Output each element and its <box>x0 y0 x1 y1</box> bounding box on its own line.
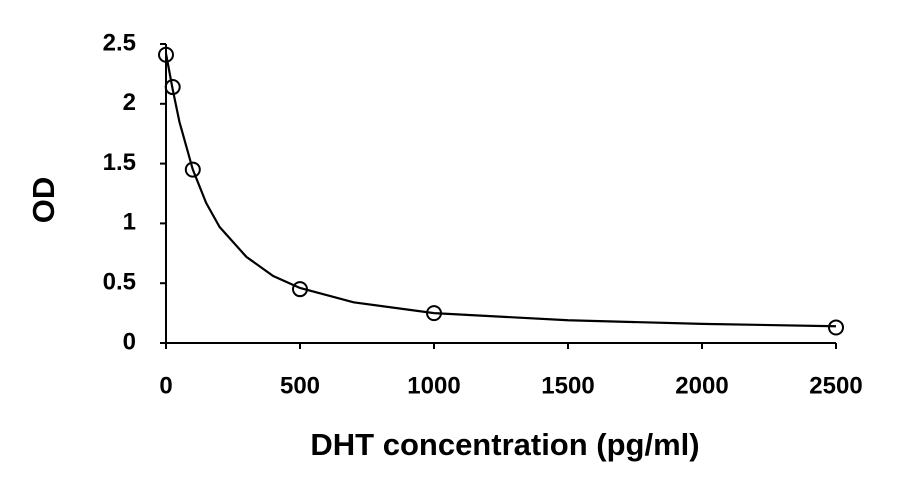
x-axis-title: DHT concentration (pg/ml) <box>310 427 699 462</box>
y-tick-label: 2.5 <box>103 29 136 56</box>
y-tick-label: 1 <box>123 209 136 236</box>
data-point <box>184 161 201 178</box>
x-tick-label: 1000 <box>407 372 460 399</box>
x-tick-label: 2500 <box>809 372 862 399</box>
y-tick-label: 1.5 <box>103 149 136 176</box>
y-tick-label: 0 <box>123 328 136 355</box>
data-point <box>158 46 174 63</box>
x-tick-label: 1500 <box>541 372 594 399</box>
fit-curve <box>164 53 837 328</box>
x-tick-label: 500 <box>280 372 320 399</box>
y-tick-label: 0.5 <box>103 269 136 296</box>
y-axis-title: OD <box>26 177 61 224</box>
data-point <box>828 319 844 336</box>
x-tick-label: 0 <box>159 372 172 399</box>
y-tick-label: 2 <box>123 89 136 116</box>
x-tick-label: 2000 <box>675 372 728 399</box>
